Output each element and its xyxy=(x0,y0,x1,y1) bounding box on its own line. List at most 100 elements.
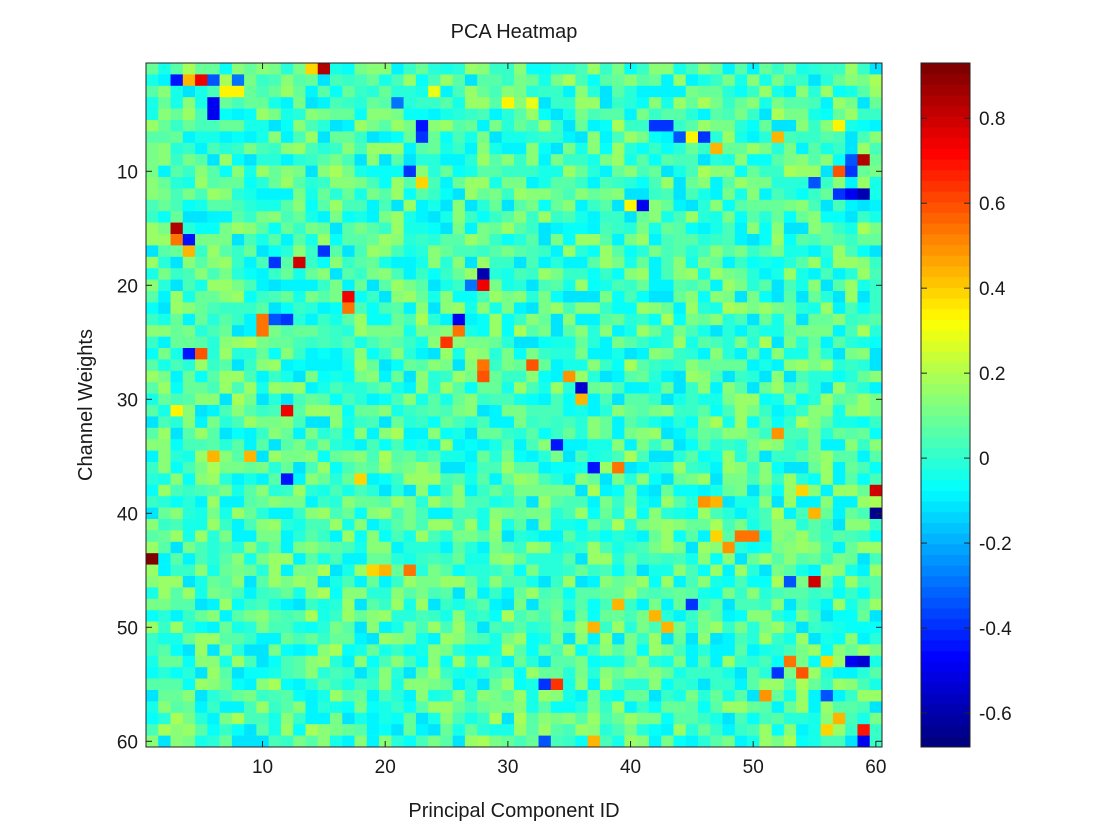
heatmap-cell xyxy=(820,359,834,372)
heatmap-cell xyxy=(305,644,319,657)
heatmap-cell xyxy=(231,302,245,315)
heatmap-cell xyxy=(452,370,466,383)
heatmap-cell xyxy=(869,416,883,429)
heatmap-cell xyxy=(820,234,834,246)
heatmap-cell xyxy=(526,621,539,634)
heatmap-cell xyxy=(146,291,159,303)
heatmap-cell xyxy=(280,439,294,451)
heatmap-cell xyxy=(207,359,220,372)
heatmap-cell xyxy=(747,439,760,451)
heatmap-cell xyxy=(158,621,171,634)
heatmap-cell xyxy=(440,633,453,645)
heatmap-cell xyxy=(661,450,674,463)
heatmap-cell xyxy=(538,63,552,75)
heatmap-cell xyxy=(403,63,417,75)
heatmap-cell xyxy=(391,427,404,440)
heatmap-cell xyxy=(293,564,306,577)
heatmap-cell xyxy=(317,530,331,543)
heatmap-cell xyxy=(379,302,392,315)
heatmap-cell xyxy=(317,199,331,212)
heatmap-cell xyxy=(514,610,527,622)
heatmap-cell xyxy=(256,701,269,714)
heatmap-cell xyxy=(869,633,883,645)
heatmap-cell xyxy=(170,450,184,463)
heatmap-cell xyxy=(440,279,453,292)
heatmap-cell xyxy=(808,279,821,292)
heatmap-cell xyxy=(501,291,515,303)
heatmap-cell xyxy=(158,165,171,178)
heatmap-cell xyxy=(661,473,674,486)
heatmap-cell xyxy=(857,541,871,554)
heatmap-cell xyxy=(857,359,871,372)
heatmap-cell xyxy=(428,245,441,258)
heatmap-cell xyxy=(734,576,748,588)
heatmap-cell xyxy=(464,598,478,611)
heatmap-cell xyxy=(464,735,478,748)
heatmap-cell xyxy=(796,484,809,497)
heatmap-cell xyxy=(550,85,564,98)
heatmap-cell xyxy=(440,712,453,725)
heatmap-cell xyxy=(857,348,871,360)
heatmap-cell xyxy=(464,336,478,349)
heatmap-cell xyxy=(219,667,233,679)
heatmap-cell xyxy=(452,701,466,714)
heatmap-cell xyxy=(489,393,503,406)
heatmap-cell xyxy=(734,302,748,315)
heatmap-cell xyxy=(379,234,392,246)
heatmap-cell xyxy=(366,416,380,429)
heatmap-cell xyxy=(514,199,527,212)
heatmap-cell xyxy=(391,188,404,201)
heatmap-cell xyxy=(280,222,294,235)
heatmap-cell xyxy=(514,211,527,223)
heatmap-cell xyxy=(428,63,441,75)
heatmap-cell xyxy=(256,177,269,189)
heatmap-cell xyxy=(146,177,159,189)
heatmap-cell xyxy=(207,690,220,702)
heatmap-cell xyxy=(501,393,515,406)
heatmap-cell xyxy=(195,97,208,109)
heatmap-cell xyxy=(391,621,404,634)
heatmap-cell xyxy=(612,587,625,600)
heatmap-cell xyxy=(280,256,294,269)
heatmap-cell xyxy=(796,530,809,543)
heatmap-cell xyxy=(722,678,736,691)
heatmap-cell xyxy=(280,199,294,212)
heatmap-cell xyxy=(366,256,380,269)
heatmap-cell xyxy=(698,519,711,531)
heatmap-cell xyxy=(820,621,834,634)
heatmap-cell xyxy=(244,496,257,508)
heatmap-cell xyxy=(771,519,785,531)
heatmap-cell xyxy=(293,313,306,326)
heatmap-cell xyxy=(195,370,208,383)
heatmap-cell xyxy=(366,188,380,201)
heatmap-cell xyxy=(146,268,159,280)
heatmap-cell xyxy=(489,359,503,372)
heatmap-cell xyxy=(538,325,552,337)
heatmap-cell xyxy=(170,279,184,292)
heatmap-cell xyxy=(808,427,821,440)
heatmap-cell xyxy=(231,690,245,702)
heatmap-cell xyxy=(477,450,490,463)
heatmap-cell xyxy=(354,712,368,725)
heatmap-cell xyxy=(330,541,343,554)
heatmap-cell xyxy=(869,199,883,212)
heatmap-cell xyxy=(268,211,282,223)
heatmap-cell xyxy=(832,678,846,691)
colorbar-level xyxy=(921,191,970,203)
heatmap-cell xyxy=(182,678,196,691)
heatmap-cell xyxy=(146,667,159,679)
heatmap-cell xyxy=(648,496,662,508)
heatmap-cell xyxy=(808,154,821,166)
heatmap-cell xyxy=(722,587,736,600)
heatmap-cell xyxy=(440,131,453,144)
heatmap-cell xyxy=(783,439,797,451)
heatmap-cell xyxy=(636,416,650,429)
heatmap-cell xyxy=(808,587,821,600)
heatmap-cell xyxy=(293,199,306,212)
heatmap-cell xyxy=(599,416,613,429)
heatmap-cell xyxy=(796,188,809,201)
heatmap-cell xyxy=(244,97,257,109)
colorbar-level xyxy=(921,73,970,85)
heatmap-cell xyxy=(869,439,883,451)
heatmap-cell xyxy=(256,416,269,429)
